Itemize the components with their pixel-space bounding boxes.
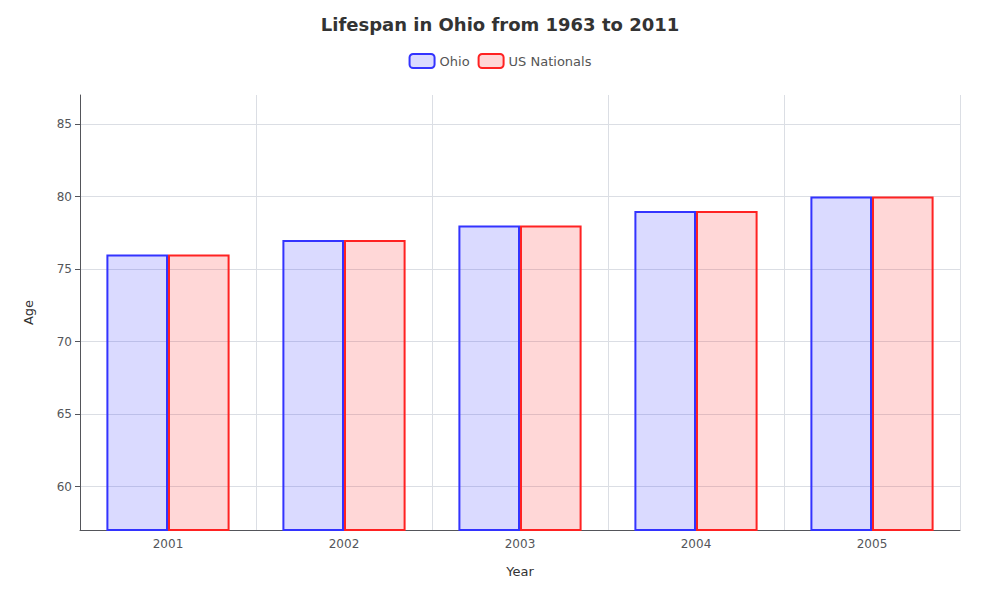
svg-text:60: 60 [57,480,72,494]
svg-text:Year: Year [505,564,534,579]
svg-text:Ohio: Ohio [440,54,470,69]
svg-text:2003: 2003 [505,537,536,551]
svg-text:75: 75 [57,262,72,276]
svg-text:85: 85 [57,117,72,131]
svg-text:US Nationals: US Nationals [509,54,592,69]
svg-text:Age: Age [21,300,36,325]
svg-text:65: 65 [57,407,72,421]
svg-text:70: 70 [57,335,72,349]
svg-text:2004: 2004 [681,537,712,551]
svg-text:2002: 2002 [329,537,360,551]
svg-text:2005: 2005 [857,537,888,551]
svg-text:Lifespan in Ohio from 1963 to: Lifespan in Ohio from 1963 to 2011 [321,14,679,35]
svg-text:2001: 2001 [153,537,184,551]
svg-text:80: 80 [57,190,72,204]
